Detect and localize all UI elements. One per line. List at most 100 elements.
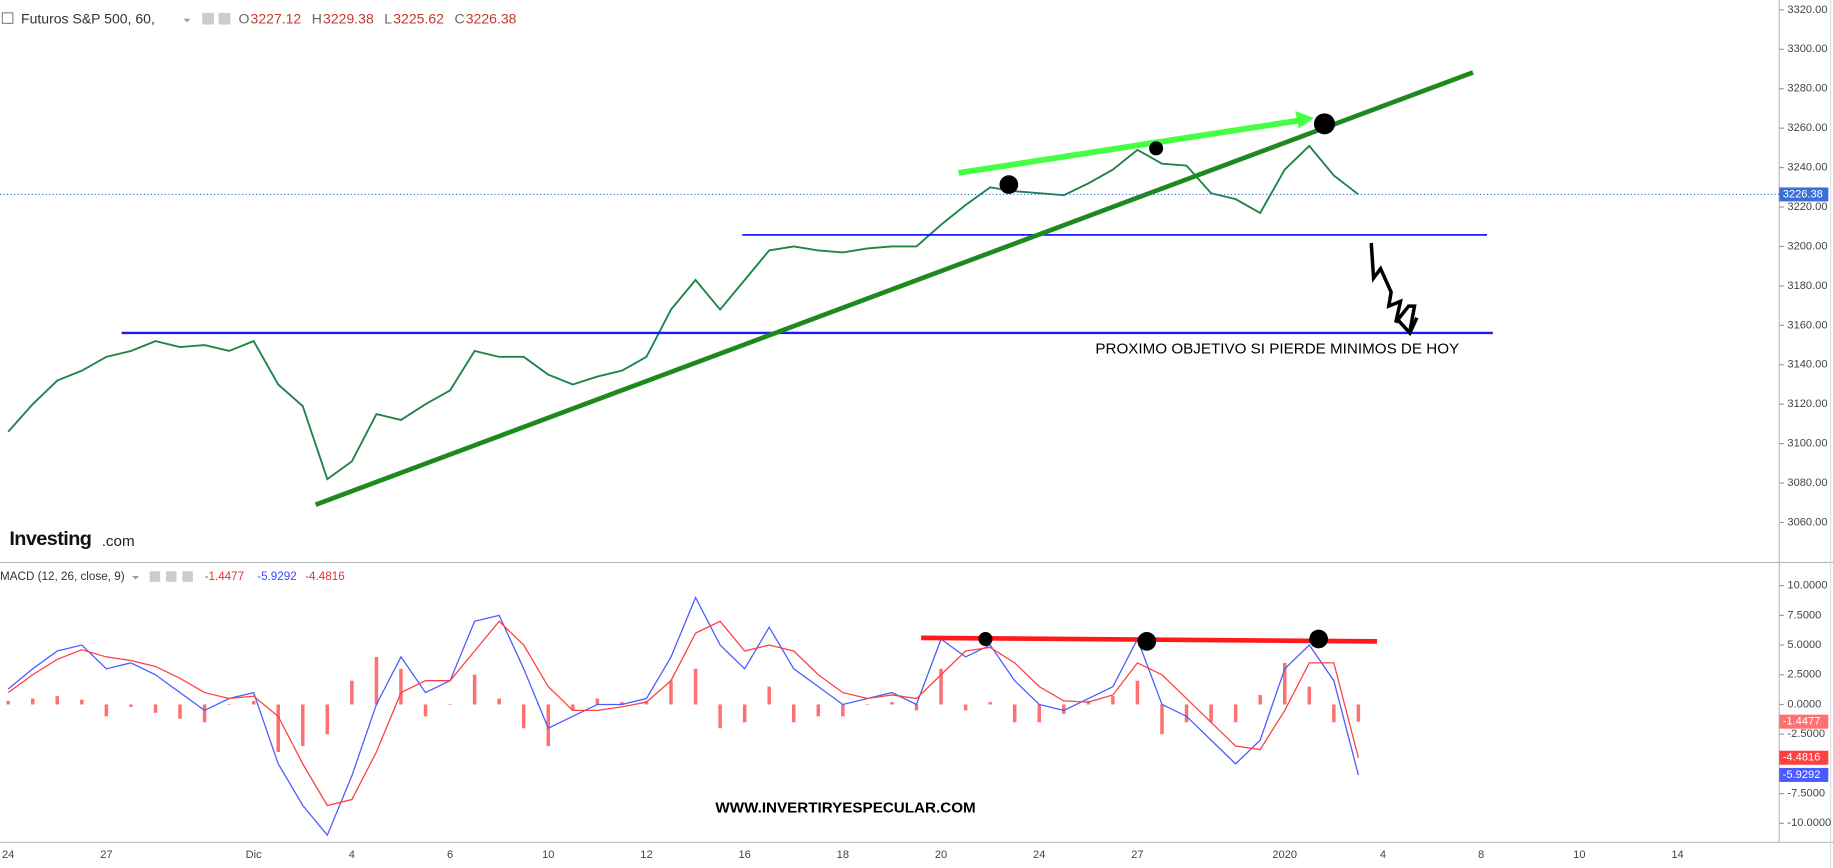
- watermark: WWW.INVERTIRYESPECULAR.COM: [715, 799, 975, 816]
- trend-line: [314, 70, 1474, 507]
- y-tick-label: 3200.00: [1787, 240, 1827, 252]
- histogram-bar: [1135, 680, 1140, 705]
- last-value-label: 3226.38: [1783, 188, 1823, 200]
- y-tick-label: 3280.00: [1787, 83, 1827, 95]
- last-value-box: [1779, 187, 1829, 202]
- marker-dot: [1137, 632, 1157, 651]
- histogram-bar: [374, 656, 379, 705]
- histogram-bar: [55, 696, 60, 705]
- y-tick-label: 3180.00: [1787, 280, 1827, 292]
- histogram-bar: [1307, 686, 1312, 705]
- last-value-label: -1.4477: [1783, 716, 1821, 728]
- histogram-bar: [30, 698, 35, 705]
- histogram-bar: [1012, 704, 1017, 723]
- x-tick-label: 20: [935, 849, 947, 861]
- y-tick-label: 0.0000: [1787, 698, 1821, 710]
- y-tick-label: 3060.00: [1787, 516, 1827, 528]
- histogram-bar: [1233, 704, 1238, 723]
- ohlc-value: 3226.38: [466, 11, 517, 27]
- last-value-label: -5.9292: [1783, 769, 1821, 781]
- x-tick-label: 4: [1380, 849, 1386, 861]
- histogram-bar: [1037, 704, 1041, 723]
- histogram-bar: [841, 704, 845, 717]
- histogram-bar: [792, 704, 796, 723]
- y-tick-label: 5.0000: [1787, 639, 1821, 651]
- histogram-bar: [178, 704, 182, 719]
- last-value-box: [1779, 750, 1829, 765]
- histogram-bar: [276, 704, 280, 753]
- y-tick-label: 3260.00: [1787, 122, 1827, 134]
- y-tick-label: -10.0000: [1787, 817, 1831, 829]
- histogram-bar: [129, 704, 133, 707]
- logo: Investing: [9, 528, 91, 550]
- x-tick-label: 10: [1573, 849, 1585, 861]
- histogram-bar: [80, 699, 84, 705]
- marker-dot: [1309, 629, 1328, 649]
- histogram-bar: [399, 668, 403, 705]
- ohlc-key: C: [454, 11, 464, 27]
- y-tick-label: 3140.00: [1787, 359, 1827, 371]
- histogram-bar: [914, 704, 919, 711]
- histogram-bar: [816, 704, 821, 717]
- last-value-box: [1779, 714, 1829, 729]
- histogram-bar: [988, 702, 992, 705]
- collapse-icon[interactable]: [1, 12, 14, 24]
- histogram-bar: [202, 704, 207, 723]
- histogram-bar: [448, 704, 452, 706]
- hand-drawn-arrow-head: [1396, 317, 1419, 337]
- y-tick-label: 3220.00: [1787, 201, 1827, 213]
- histogram-bar: [1332, 704, 1336, 723]
- settings-icon[interactable]: [149, 571, 161, 582]
- dropdown-icon[interactable]: [132, 575, 140, 580]
- histogram-bar: [521, 704, 526, 729]
- histogram-bar: [939, 668, 943, 705]
- histogram-bar: [742, 704, 747, 723]
- histogram-bar: [1258, 694, 1262, 705]
- histogram-bar: [595, 698, 600, 705]
- histogram-bar: [963, 704, 968, 711]
- histogram-bar: [325, 704, 330, 735]
- histogram-bar: [571, 704, 575, 711]
- y-tick-label: 3080.00: [1787, 477, 1827, 489]
- y-tick-label: -2.5000: [1787, 728, 1825, 740]
- histogram-bar: [693, 668, 698, 705]
- marker-dot: [1149, 141, 1164, 156]
- histogram-bar: [472, 674, 477, 705]
- histogram-bar: [301, 704, 305, 747]
- hand-drawn-arrow: [1369, 242, 1417, 333]
- x-tick-label: 14: [1671, 849, 1683, 861]
- x-tick-label: 12: [640, 849, 652, 861]
- plot-area: [6, 144, 1361, 837]
- macd-value: -5.9292: [257, 570, 297, 583]
- histogram-bar: [767, 686, 771, 705]
- x-tick-label: 24: [1033, 849, 1045, 861]
- histogram-bar: [227, 704, 231, 706]
- histogram-bar: [1111, 696, 1115, 705]
- x-tick-label: 16: [738, 849, 750, 861]
- histogram-bar: [153, 704, 158, 713]
- settings-icon[interactable]: [165, 571, 177, 582]
- ohlc-key: H: [312, 11, 322, 27]
- ohlc-values: O 3227.12 H 3229.38 L 3225.62 C 3226.38: [238, 11, 516, 27]
- settings-icon[interactable]: [182, 571, 193, 582]
- histogram-bar: [546, 704, 551, 747]
- ohlc-key: L: [384, 11, 392, 27]
- annotation-text: PROXIMO OBJETIVO SI PIERDE MINIMOS DE HO…: [1095, 340, 1459, 357]
- symbol-title: Futuros S&P 500, 60,: [21, 11, 155, 27]
- ohlc-value: 3227.12: [251, 11, 302, 27]
- arrow-line: [958, 117, 1301, 176]
- marker-dot: [999, 175, 1019, 194]
- settings-icon[interactable]: [218, 12, 231, 25]
- histogram-bar: [6, 700, 10, 705]
- x-tick-label: 4: [349, 849, 355, 861]
- histogram-bar: [1062, 704, 1066, 714]
- settings-icon[interactable]: [202, 12, 214, 25]
- dropdown-icon[interactable]: [183, 18, 191, 23]
- ohlc-value: 3229.38: [323, 11, 374, 27]
- arrow-head: [1295, 110, 1314, 129]
- y-tick-label: 3120.00: [1787, 398, 1827, 410]
- histogram-bar: [1160, 704, 1164, 735]
- ohlc-value: 3225.62: [393, 11, 444, 27]
